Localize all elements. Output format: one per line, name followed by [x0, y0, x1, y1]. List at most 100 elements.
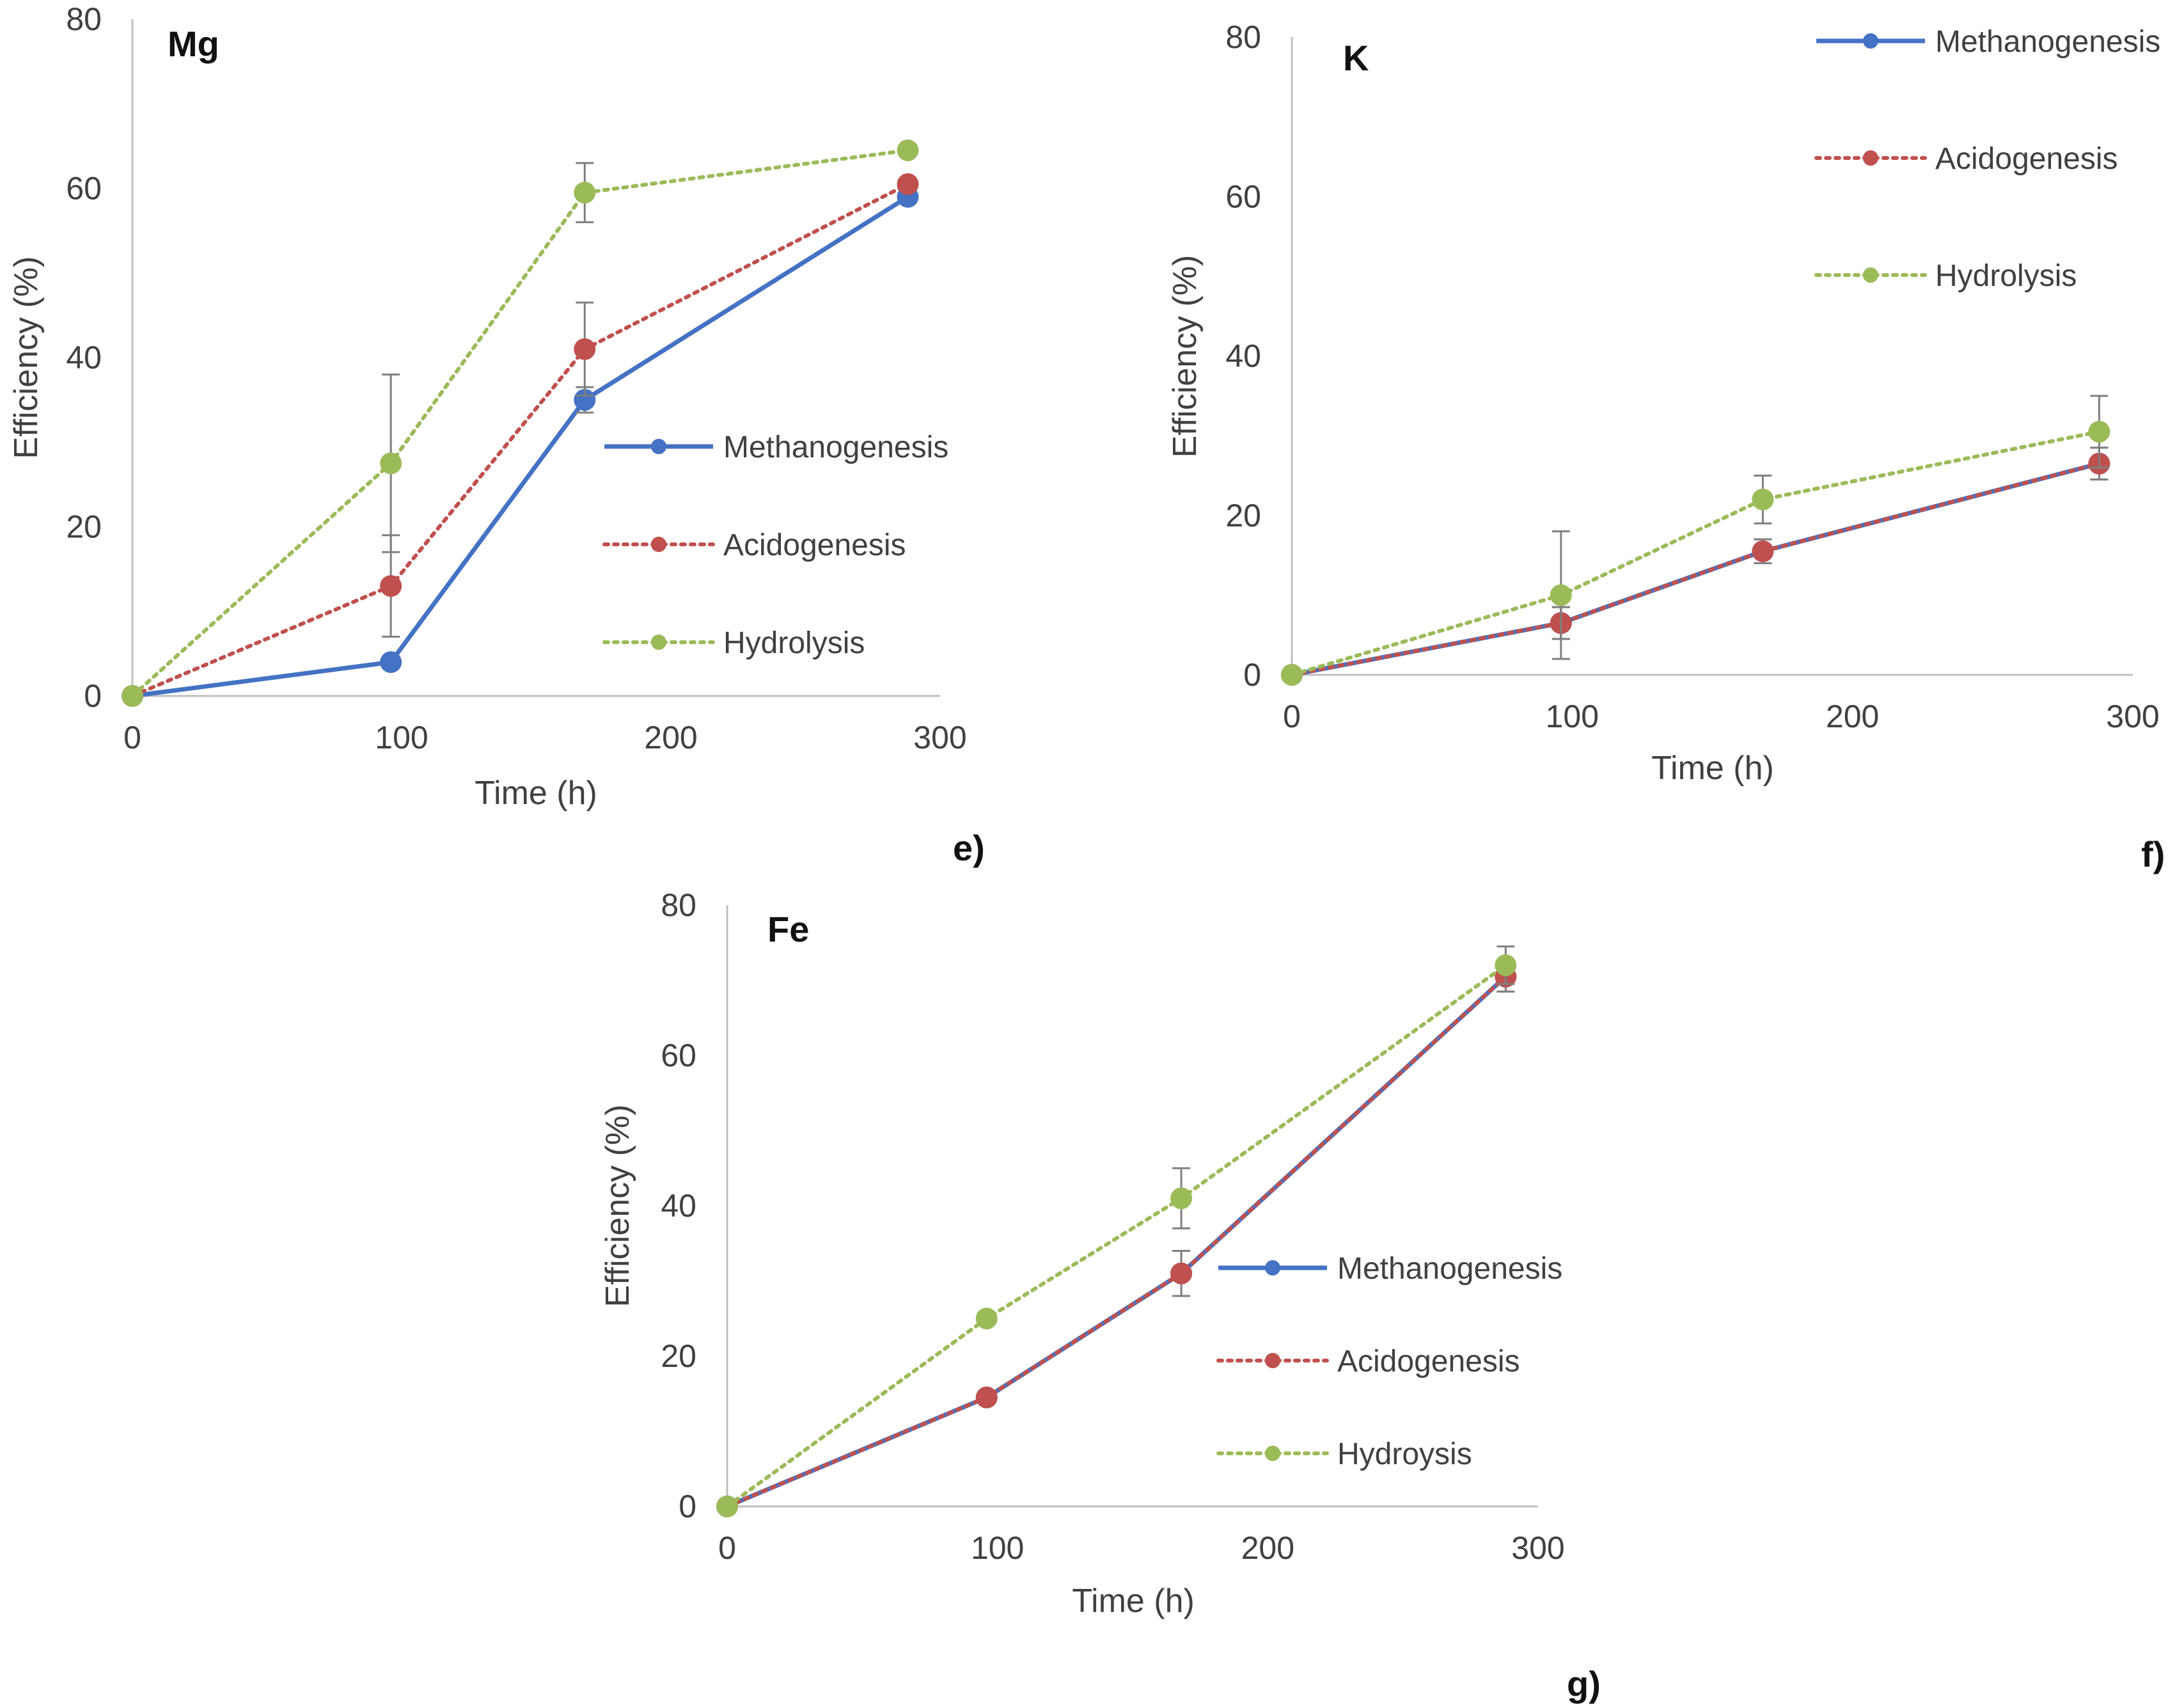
- series-line: [1290, 429, 2102, 677]
- y-tick-label: 80: [66, 1, 102, 37]
- legend-item: Hydrolysis: [602, 626, 865, 660]
- x-tick-label: 200: [644, 720, 697, 755]
- data-point: [1170, 1262, 1193, 1284]
- data-point: [1752, 540, 1774, 562]
- legend-marker: [1265, 1353, 1280, 1368]
- legend-label: Acidogenesis: [1337, 1345, 1520, 1378]
- series-hydrolysis: [1281, 395, 2110, 686]
- data-point: [380, 452, 402, 475]
- x-tick-label: 200: [1241, 1530, 1294, 1566]
- y-axis-title: Efficiency (%): [1167, 255, 1204, 458]
- legend-item: Acidogenesis: [1814, 142, 2118, 176]
- series-hydrolysis: [716, 945, 1517, 1517]
- y-tick-label: 40: [66, 340, 102, 375]
- y-tick-label: 20: [1225, 498, 1261, 533]
- y-tick-label: 20: [661, 1338, 696, 1374]
- data-point: [975, 1386, 998, 1409]
- data-point: [574, 182, 596, 204]
- y-tick-label: 80: [1225, 19, 1261, 55]
- chart-mg: 0 20 40 60 80 0 100 200 300 Time (h) Efficiency (%…: [8, 1, 985, 868]
- series-methanogenesis: [1281, 446, 2110, 686]
- y-tick-label: 40: [1225, 338, 1261, 374]
- legend-marker: [1265, 1260, 1280, 1276]
- chart-fe: 0 20 40 60 80 0 100 200 300 Time (h) Efficiency (%…: [599, 887, 1601, 1704]
- legend-marker: [651, 439, 666, 454]
- panel-label: f): [2141, 834, 2165, 874]
- data-point: [1495, 954, 1517, 976]
- panel-label: g): [1567, 1664, 1601, 1704]
- data-point: [1752, 488, 1774, 510]
- series-line: [130, 182, 910, 698]
- data-point: [2088, 420, 2110, 443]
- data-point: [975, 1307, 998, 1330]
- x-tick-label: 100: [971, 1530, 1024, 1566]
- legend-item: Methanogenesis: [1218, 1252, 1562, 1286]
- series-line: [130, 148, 910, 698]
- x-tick-label: 0: [718, 1530, 736, 1566]
- y-tick-label: 60: [66, 171, 102, 207]
- data-point: [1281, 664, 1303, 686]
- x-tick-label: 0: [123, 720, 141, 755]
- series-hydrolysis: [122, 139, 919, 707]
- data-point: [122, 685, 143, 707]
- legend-label: Hydroysis: [1337, 1437, 1472, 1471]
- x-tick-label: 0: [1283, 699, 1301, 734]
- chart-title: K: [1343, 38, 1369, 78]
- legend-item: Acidogenesis: [1216, 1345, 1520, 1378]
- y-tick-label: 20: [66, 509, 102, 545]
- data-point: [574, 338, 596, 360]
- y-axis-title: Efficiency (%): [8, 257, 45, 459]
- series-line: [132, 194, 909, 699]
- data-point: [380, 575, 402, 597]
- legend-label: Hydrolysis: [723, 626, 865, 660]
- legend-marker: [1863, 150, 1878, 166]
- legend-item: Hydroysis: [1216, 1437, 1472, 1471]
- chart-title: Mg: [168, 24, 219, 64]
- y-tick-label: 0: [679, 1489, 696, 1524]
- x-axis-title: Time (h): [1072, 1583, 1195, 1620]
- y-tick-label: 0: [84, 678, 102, 714]
- y-tick-label: 40: [661, 1188, 696, 1224]
- y-tick-label: 60: [661, 1038, 696, 1073]
- data-point: [380, 651, 402, 674]
- legend-item: Methanogenesis: [604, 430, 948, 464]
- x-axis-title: Time (h): [1651, 750, 1774, 787]
- series-methanogenesis: [122, 186, 919, 707]
- series-line: [726, 975, 1507, 1509]
- legend-label: Acidogenesis: [723, 528, 906, 562]
- series-line: [725, 974, 1508, 1508]
- data-point: [897, 173, 919, 195]
- x-tick-label: 300: [2106, 699, 2159, 734]
- legend-marker: [1863, 33, 1878, 49]
- legend: Methanogenesis Acidogenesis Hydroysis: [1216, 1252, 1562, 1471]
- legend: Methanogenesis Acidogenesis Hydrolysis: [602, 430, 948, 660]
- legend-label: Acidogenesis: [1935, 142, 2118, 176]
- panel-label: e): [953, 828, 985, 868]
- legend-label: Methanogenesis: [1935, 25, 2160, 59]
- series-line: [725, 963, 1508, 1508]
- legend-item: Methanogenesis: [1816, 25, 2160, 59]
- x-tick-label: 300: [913, 720, 966, 755]
- chart-title: Fe: [767, 909, 809, 949]
- x-tick-label: 300: [1511, 1530, 1564, 1566]
- legend-marker: [651, 537, 666, 552]
- legend-marker: [1265, 1446, 1280, 1461]
- chart-k: 0 20 40 60 80 0 100 200 300 Time (h) Efficiency (%…: [1167, 19, 2165, 874]
- data-point: [897, 139, 919, 161]
- legend: Methanogenesis Acidogenesis Hydrolysis: [1814, 25, 2160, 293]
- x-tick-label: 100: [375, 720, 428, 755]
- series-line: [1290, 461, 2102, 677]
- legend-label: Methanogenesis: [723, 430, 948, 464]
- y-tick-label: 0: [1243, 657, 1261, 693]
- legend-marker: [651, 635, 666, 650]
- data-point: [1170, 1187, 1193, 1210]
- y-axis-title: Efficiency (%): [599, 1105, 636, 1307]
- data-point: [574, 389, 596, 411]
- y-tick-label: 80: [661, 887, 696, 923]
- data-point: [1550, 584, 1572, 606]
- legend-label: Hydrolysis: [1935, 259, 2077, 293]
- legend-marker: [1863, 267, 1878, 283]
- legend-item: Acidogenesis: [602, 528, 906, 562]
- y-tick-label: 60: [1225, 178, 1261, 214]
